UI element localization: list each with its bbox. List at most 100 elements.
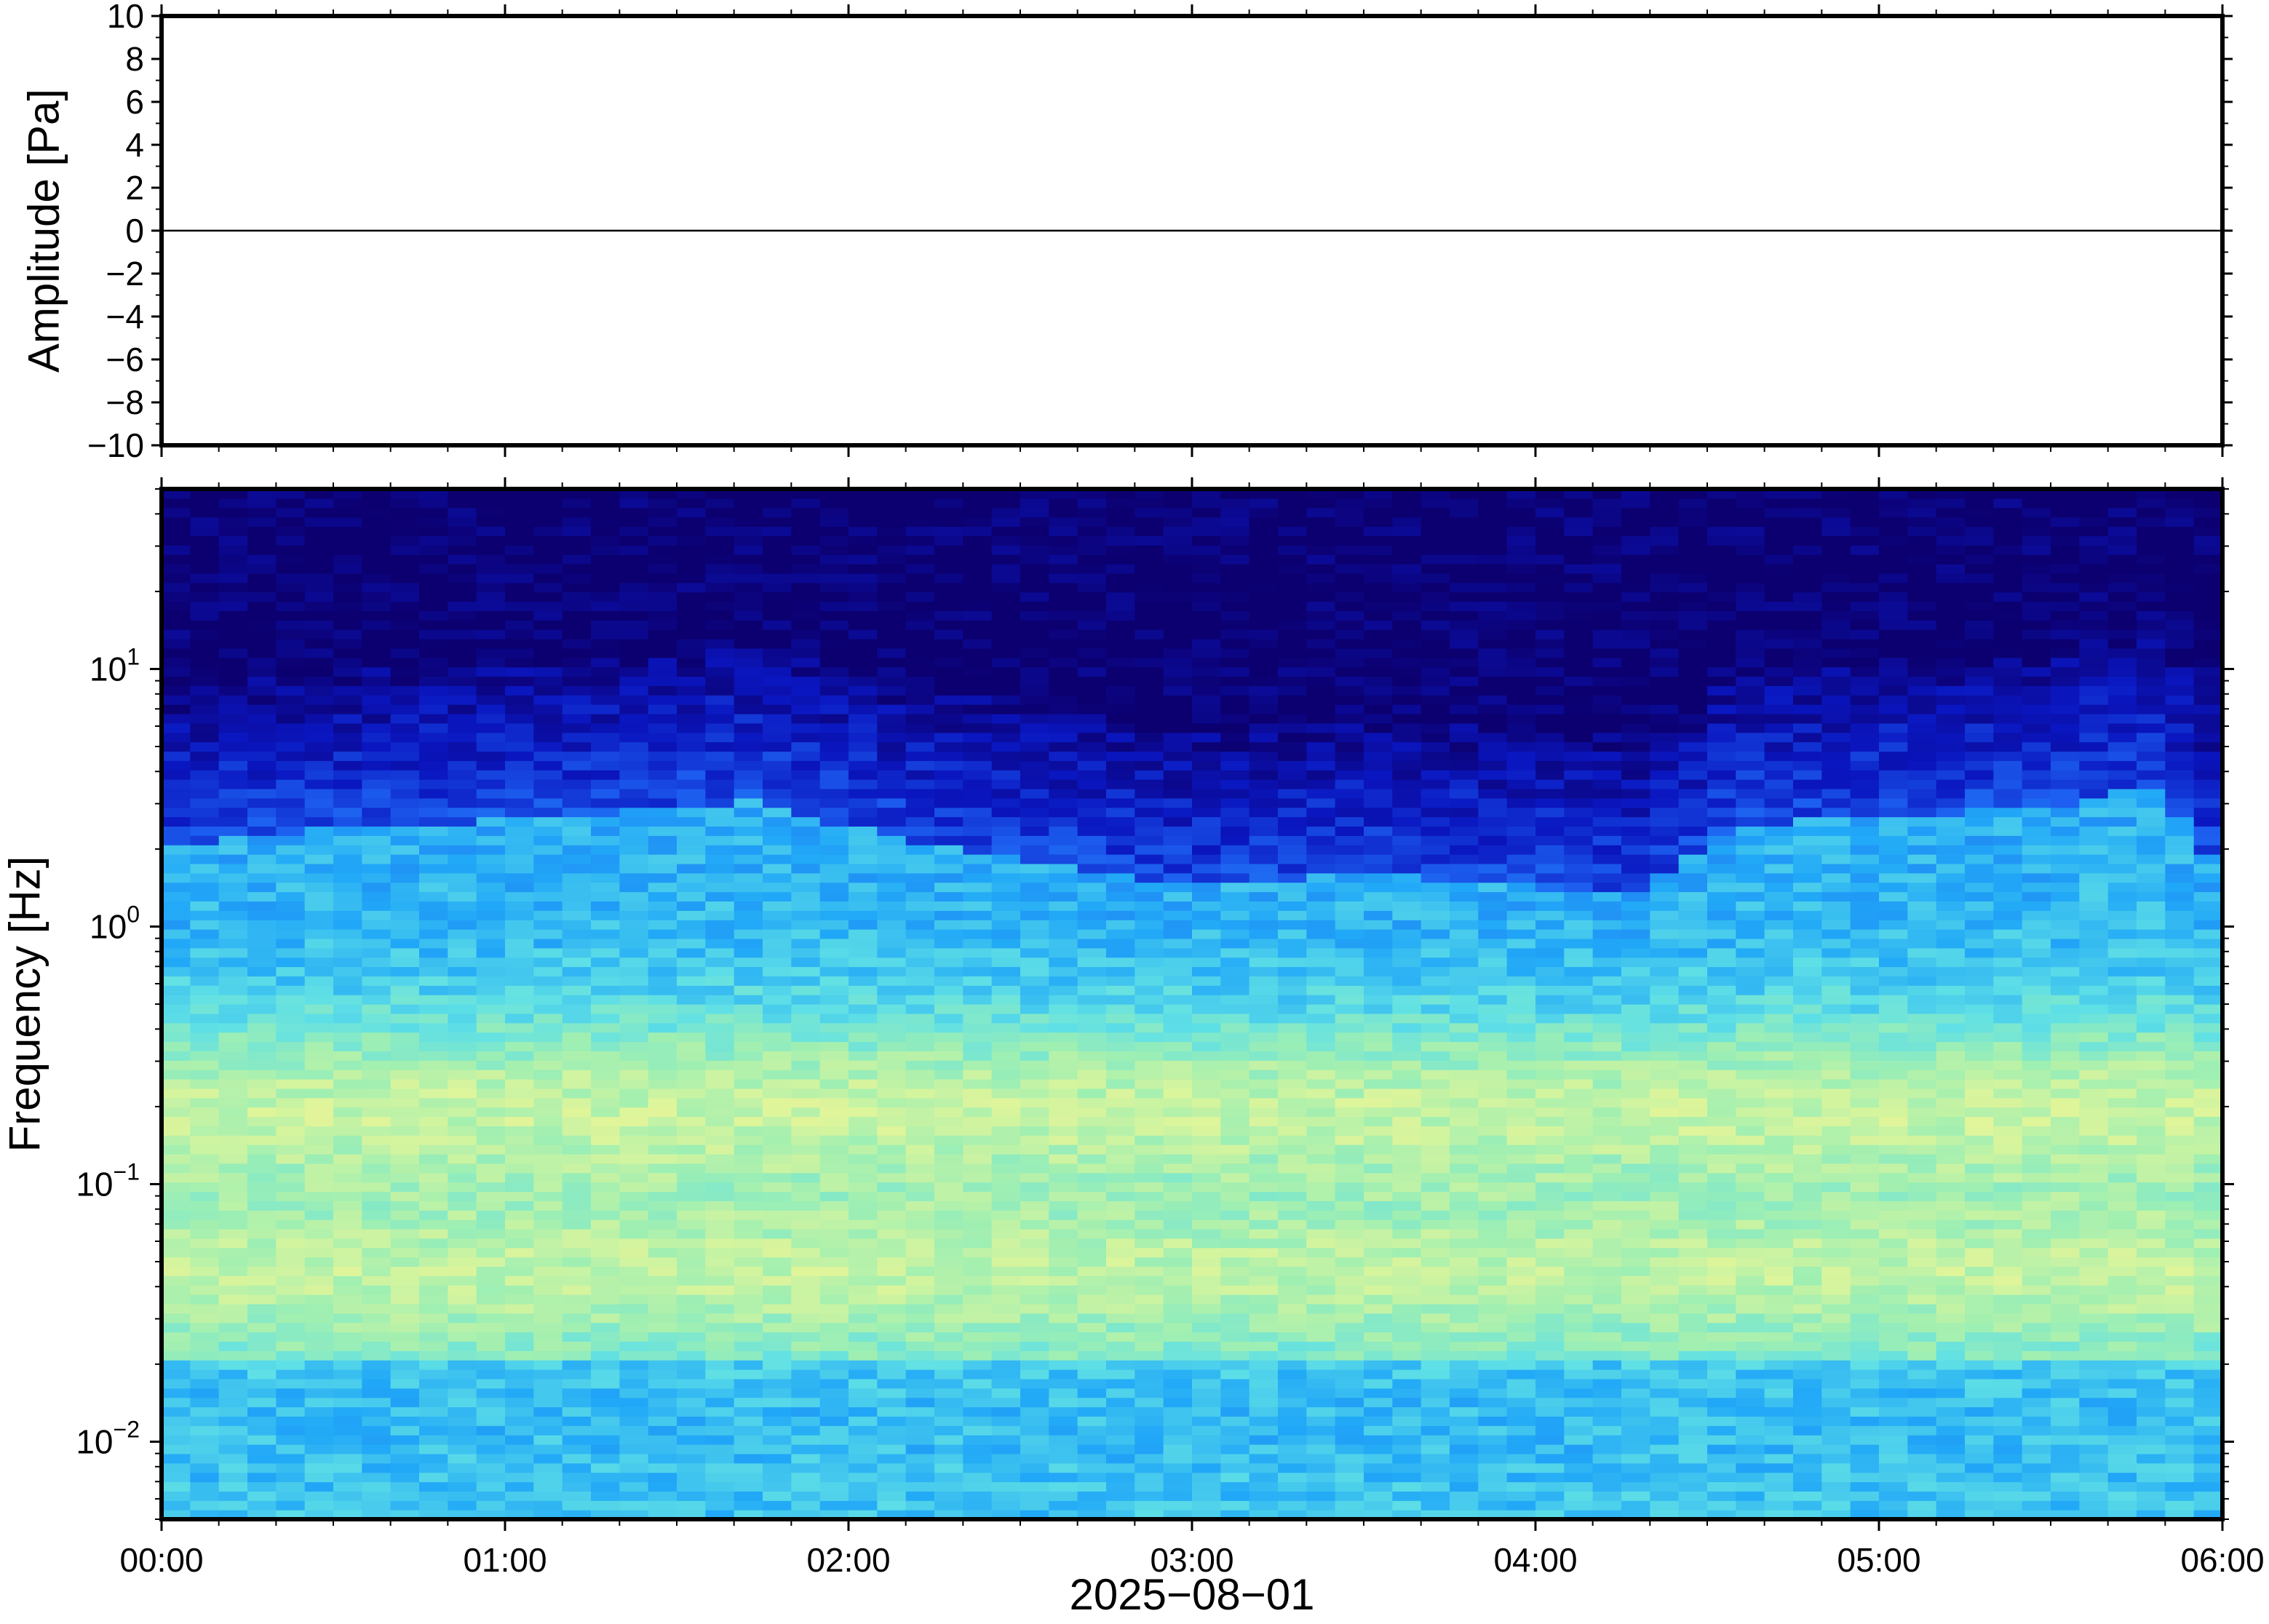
spectrogram-cell bbox=[276, 1369, 306, 1380]
spectrogram-cell bbox=[648, 1004, 677, 1014]
spectrogram-cell bbox=[448, 1013, 477, 1024]
spectrogram-cell bbox=[1220, 1369, 1250, 1380]
spectrogram-cell bbox=[1306, 666, 1336, 677]
spectrogram-cell bbox=[1134, 835, 1164, 845]
spectrogram-cell bbox=[190, 498, 220, 509]
spectrogram-cell bbox=[162, 1313, 191, 1324]
spectrogram-cell bbox=[333, 1481, 362, 1492]
spectrogram-cell bbox=[619, 563, 649, 574]
spectrogram-cell bbox=[991, 1481, 1021, 1492]
spectrogram-cell bbox=[1163, 601, 1193, 611]
spectrogram-cell bbox=[648, 1425, 677, 1436]
spectrogram-cell bbox=[1420, 1332, 1450, 1342]
spectrogram-cell bbox=[877, 957, 907, 968]
spectrogram-cell bbox=[362, 1088, 392, 1099]
spectrogram-cell bbox=[705, 1116, 735, 1126]
spectrogram-cell bbox=[390, 1153, 420, 1164]
spectrogram-cell bbox=[905, 1303, 935, 1314]
spectrogram-cell bbox=[562, 1481, 592, 1492]
spectrogram-cell bbox=[1106, 1416, 1135, 1426]
spectrogram-cell bbox=[1134, 1172, 1164, 1183]
spectrogram-cell bbox=[1077, 648, 1107, 658]
spectrogram-cell bbox=[934, 1078, 963, 1089]
spectrogram-cell bbox=[1134, 1247, 1164, 1258]
spectrogram-cell bbox=[705, 629, 735, 640]
spectrogram-cell bbox=[619, 1472, 649, 1483]
spectrogram-cell bbox=[1392, 1285, 1422, 1295]
spectrogram-cell bbox=[677, 807, 706, 818]
spectrogram-cell bbox=[1163, 1285, 1193, 1295]
spectrogram-cell bbox=[390, 629, 420, 640]
spectrogram-cell bbox=[1220, 1397, 1250, 1408]
spectrogram-cell bbox=[934, 1397, 963, 1408]
spectrogram-cell bbox=[819, 685, 849, 696]
spectrogram-cell bbox=[791, 872, 821, 883]
spectrogram-cell bbox=[1106, 1481, 1135, 1492]
spectrogram-cell bbox=[791, 770, 821, 780]
spectrogram-cell bbox=[619, 629, 649, 640]
spectrogram-cell bbox=[390, 751, 420, 761]
spectrogram-cell bbox=[533, 854, 563, 864]
spectrogram-cell bbox=[791, 751, 821, 761]
spectrogram-cell bbox=[1077, 582, 1107, 593]
spectrogram-cell bbox=[276, 872, 306, 883]
spectrogram-cell bbox=[476, 507, 506, 518]
spectrogram-cell bbox=[390, 929, 420, 939]
spectrogram-cell bbox=[218, 1051, 248, 1061]
spectrogram-cell bbox=[648, 536, 677, 546]
spectrogram-cell bbox=[1192, 910, 1221, 920]
spectrogram-cell bbox=[333, 891, 362, 901]
spectrogram-cell bbox=[734, 1219, 763, 1230]
spectrogram-cell bbox=[162, 1435, 191, 1445]
spectrogram-cell bbox=[1335, 976, 1364, 986]
spectrogram-cell bbox=[677, 1453, 706, 1464]
spectrogram-cell bbox=[677, 610, 706, 621]
spectrogram-cell bbox=[276, 807, 306, 818]
spectrogram-cell bbox=[905, 1051, 935, 1061]
spectrogram-cell bbox=[1163, 620, 1193, 630]
spectrogram-cell bbox=[1134, 582, 1164, 593]
spectrogram-cell bbox=[963, 995, 993, 1005]
spectrogram-cell bbox=[905, 1135, 935, 1145]
spectrogram-cell bbox=[905, 1191, 935, 1201]
spectrogram-cell bbox=[1420, 1481, 1450, 1492]
spectrogram-cell bbox=[562, 1425, 592, 1436]
spectrogram-cell bbox=[905, 995, 935, 1005]
spectrogram-cell bbox=[849, 976, 878, 986]
spectrogram-cell bbox=[763, 1126, 792, 1136]
spectrogram-cell bbox=[1106, 929, 1135, 939]
spectrogram-cell bbox=[419, 1182, 448, 1193]
spectrogram-cell bbox=[763, 1051, 792, 1061]
spectrogram-cell bbox=[877, 554, 907, 565]
spectrogram-cell bbox=[247, 1182, 277, 1193]
spectrogram-cell bbox=[1249, 1107, 1279, 1118]
spectrogram-cell bbox=[763, 985, 792, 995]
spectrogram-cell bbox=[1249, 1500, 1279, 1510]
spectrogram-cell bbox=[648, 1350, 677, 1361]
spectrogram-cell bbox=[247, 1472, 277, 1483]
spectrogram-cell bbox=[476, 1285, 506, 1295]
spectrogram-cell bbox=[1049, 507, 1078, 518]
spectrogram-cell bbox=[362, 1416, 392, 1426]
spectrogram-cell bbox=[1192, 854, 1221, 864]
spectrogram-cell bbox=[419, 1078, 448, 1089]
spectrogram-cell bbox=[276, 1332, 306, 1342]
spectrogram-cell bbox=[448, 957, 477, 968]
spectrogram-cell bbox=[734, 1294, 763, 1305]
spectrogram-cell bbox=[1220, 601, 1250, 611]
spectrogram-cell bbox=[648, 498, 677, 509]
spectrogram-cell bbox=[991, 1435, 1021, 1445]
spectrogram-cell bbox=[1077, 1182, 1107, 1193]
spectrogram-cell bbox=[905, 563, 935, 574]
spectrogram-cell bbox=[1163, 826, 1193, 836]
spectrogram-cell bbox=[562, 1444, 592, 1454]
spectrogram-cell bbox=[1364, 1116, 1393, 1126]
spectrogram-cell bbox=[448, 872, 477, 883]
spectrogram-cell bbox=[390, 563, 420, 574]
spectrogram-cell bbox=[1306, 545, 1336, 555]
spectrogram-cell bbox=[1163, 592, 1193, 602]
spectrogram-cell bbox=[1392, 1219, 1422, 1230]
spectrogram-cell bbox=[1249, 507, 1279, 518]
spectrogram-cell bbox=[1220, 695, 1250, 705]
spectrogram-cell bbox=[877, 545, 907, 555]
